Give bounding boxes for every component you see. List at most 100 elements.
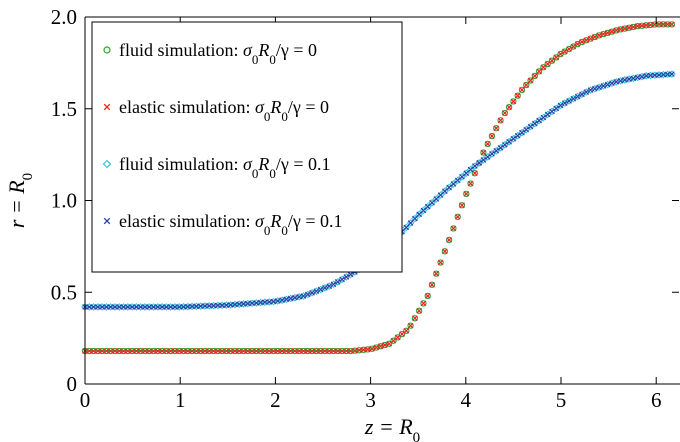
- data-point: [527, 77, 534, 84]
- data-point: [480, 149, 487, 156]
- data-point: [523, 126, 530, 133]
- data-point: [634, 74, 641, 81]
- data-point: [159, 304, 165, 310]
- data-point: [214, 347, 221, 355]
- data-point: [664, 21, 671, 28]
- data-point: [343, 347, 350, 355]
- data-point: [206, 302, 213, 309]
- data-point: [536, 117, 542, 124]
- data-point: [287, 347, 294, 355]
- data-point: [609, 28, 615, 35]
- data-point: [570, 95, 577, 102]
- data-point: [283, 348, 290, 354]
- data-point: [553, 54, 560, 61]
- data-point: [514, 92, 521, 99]
- data-point: [330, 347, 337, 355]
- data-point: [231, 347, 239, 355]
- data-point: [377, 343, 384, 350]
- data-point: [347, 271, 354, 278]
- data-point: [510, 98, 517, 105]
- legend-label: fluid simulation: σ0R0/γ = 0: [119, 40, 317, 67]
- data-point: [655, 21, 663, 28]
- data-point: [587, 87, 594, 93]
- data-point: [411, 214, 419, 223]
- data-point: [604, 30, 611, 36]
- data-point: [146, 348, 153, 354]
- data-point: [278, 347, 286, 355]
- data-point: [557, 102, 564, 109]
- data-point: [94, 347, 102, 355]
- data-point: [262, 348, 268, 354]
- x-tick-label: 1: [175, 388, 186, 412]
- data-point: [531, 73, 538, 79]
- data-point: [501, 109, 508, 117]
- data-point: [364, 346, 371, 353]
- data-point: [176, 348, 183, 354]
- data-point: [334, 347, 341, 355]
- legend-marker: [103, 103, 111, 111]
- legend-label: elastic simulation: σ0R0/γ = 0.1: [119, 211, 342, 238]
- data-point: [463, 191, 470, 197]
- data-point: [458, 202, 466, 209]
- data-point: [433, 196, 440, 202]
- data-point: [660, 21, 667, 28]
- data-point: [248, 347, 256, 355]
- data-point: [274, 298, 281, 304]
- data-point: [403, 327, 410, 334]
- data-point: [626, 24, 632, 31]
- plot-area: [81, 21, 676, 355]
- data-point: [274, 348, 281, 354]
- data-point: [407, 220, 414, 226]
- data-point: [338, 347, 346, 355]
- data-point: [656, 21, 662, 28]
- legend-item: fluid simulation: σ0R0/γ = 0: [103, 40, 317, 67]
- data-point: [651, 21, 658, 28]
- data-point: [553, 54, 560, 61]
- data-point: [424, 292, 431, 300]
- data-point: [596, 84, 602, 91]
- data-point: [471, 170, 478, 177]
- data-point: [155, 348, 161, 354]
- data-point: [467, 180, 474, 187]
- data-point: [99, 304, 105, 310]
- data-point: [519, 129, 525, 136]
- data-point: [351, 347, 359, 354]
- data-point: [416, 211, 422, 218]
- data-point: [189, 303, 195, 310]
- y-tick-label: 1.5: [51, 97, 77, 121]
- data-point: [184, 348, 191, 354]
- y-axis-title: r = R0: [4, 173, 36, 228]
- data-point: [583, 89, 590, 95]
- data-point: [587, 35, 594, 42]
- data-point: [437, 192, 444, 198]
- data-point: [531, 72, 538, 80]
- data-point: [292, 294, 298, 301]
- data-point: [111, 347, 119, 355]
- data-point: [343, 348, 350, 354]
- data-point: [604, 81, 611, 88]
- legend-item: elastic simulation: σ0R0/γ = 0.1: [103, 211, 342, 238]
- data-point: [548, 57, 556, 64]
- x-tick-label: 2: [270, 388, 281, 412]
- data-point: [214, 302, 221, 309]
- data-point: [232, 348, 238, 354]
- data-point: [626, 76, 632, 82]
- data-point: [609, 80, 615, 87]
- data-point: [244, 348, 251, 354]
- data-point: [415, 210, 423, 219]
- data-point: [112, 348, 118, 354]
- data-point: [253, 347, 260, 355]
- data-point: [600, 31, 607, 37]
- data-point: [369, 345, 375, 352]
- data-point: [90, 348, 97, 354]
- data-point: [420, 300, 427, 307]
- data-point: [274, 347, 281, 355]
- data-point: [403, 224, 410, 231]
- data-point: [124, 347, 131, 355]
- data-point: [406, 219, 415, 227]
- data-point: [394, 334, 401, 341]
- data-point: [407, 322, 414, 329]
- data-point: [664, 21, 671, 28]
- y-tick-label: 0.5: [51, 280, 77, 304]
- x-tick-label: 3: [365, 388, 376, 412]
